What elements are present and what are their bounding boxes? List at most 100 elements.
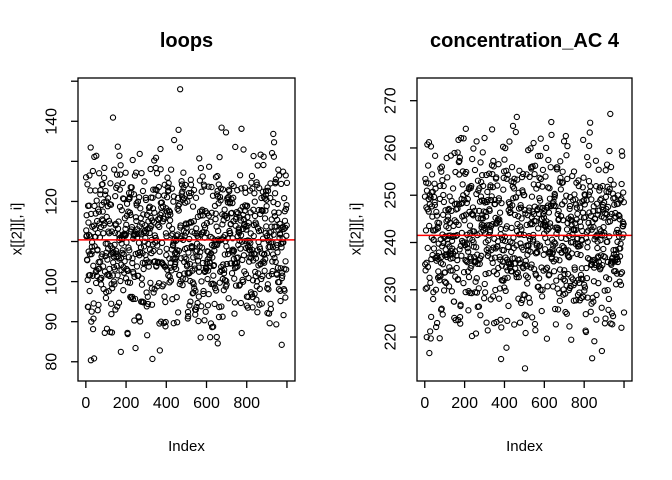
data-point [604,238,611,245]
data-point [531,320,539,328]
data-point [137,244,145,251]
data-point [456,154,463,161]
data-point [238,185,245,192]
data-point [183,255,190,263]
data-point [198,303,205,310]
data-point [181,232,188,239]
data-point [584,238,591,246]
data-point [207,218,214,225]
data-point [193,225,200,232]
data-point [96,258,104,266]
data-point [251,190,258,197]
data-point [111,281,118,288]
data-point [232,282,240,289]
data-point [460,269,468,276]
data-point [563,226,571,233]
data-point [272,258,279,266]
data-point [185,189,193,197]
data-point [604,203,612,211]
data-point [277,297,284,305]
data-point [477,312,484,319]
data-point [102,294,110,302]
data-point [513,273,520,281]
data-point [600,245,607,253]
data-point [515,295,522,302]
data-point [204,302,212,309]
data-point [560,138,568,145]
data-point [579,184,586,191]
data-point [125,254,133,261]
y-tick-label: 80 [44,353,61,371]
data-point [223,214,231,222]
data-point [146,259,153,266]
data-point [555,225,562,232]
data-point [107,180,114,187]
data-point [97,281,105,288]
data-point [602,210,609,217]
data-point [173,319,181,326]
data-point [209,254,216,261]
data-point [482,213,490,220]
data-point [607,163,615,171]
data-point [446,264,453,271]
data-point [479,215,487,222]
data-point [440,287,448,294]
data-point [422,175,429,183]
data-point [469,204,477,211]
data-point [187,181,195,188]
data-point [122,169,129,176]
data-point [567,213,574,220]
data-point [426,349,433,357]
data-point [439,311,446,318]
data-point [197,164,205,172]
data-point [199,259,207,267]
data-point [529,163,536,170]
data-point [111,229,119,237]
data-point [145,263,152,270]
data-point [201,183,208,190]
data-point [235,226,243,234]
data-point [277,287,284,294]
data-point [433,319,441,327]
data-point [562,247,569,254]
x-tick-label: 600 [531,395,558,412]
data-point [170,136,178,144]
data-point [163,245,170,253]
data-point [582,311,589,318]
data-point [184,308,192,316]
data-point [119,247,126,254]
data-point [162,323,169,330]
data-point [496,285,504,292]
data-point [119,179,126,187]
data-point [462,125,469,132]
data-point [583,274,591,282]
data-point [495,161,502,168]
data-point [189,203,197,210]
data-point [118,207,125,214]
data-point [102,187,109,195]
data-point [88,243,96,250]
data-point [114,272,121,279]
data-point [263,223,270,230]
data-point [552,240,559,247]
data-point [435,219,443,227]
data-point [146,246,154,253]
data-point [261,259,268,266]
data-point [463,199,470,207]
data-point [510,185,518,192]
data-point [512,128,519,136]
data-point [95,208,103,215]
data-point [190,281,197,288]
data-point [540,251,547,258]
data-point [616,212,623,220]
data-point [112,193,119,200]
data-point [474,260,481,268]
data-point [92,187,99,194]
data-point [276,220,283,227]
data-point [114,143,121,150]
data-point [456,171,463,178]
data-point [230,182,237,190]
data-point [579,275,586,283]
data-point [500,247,508,254]
data-point [265,286,272,293]
